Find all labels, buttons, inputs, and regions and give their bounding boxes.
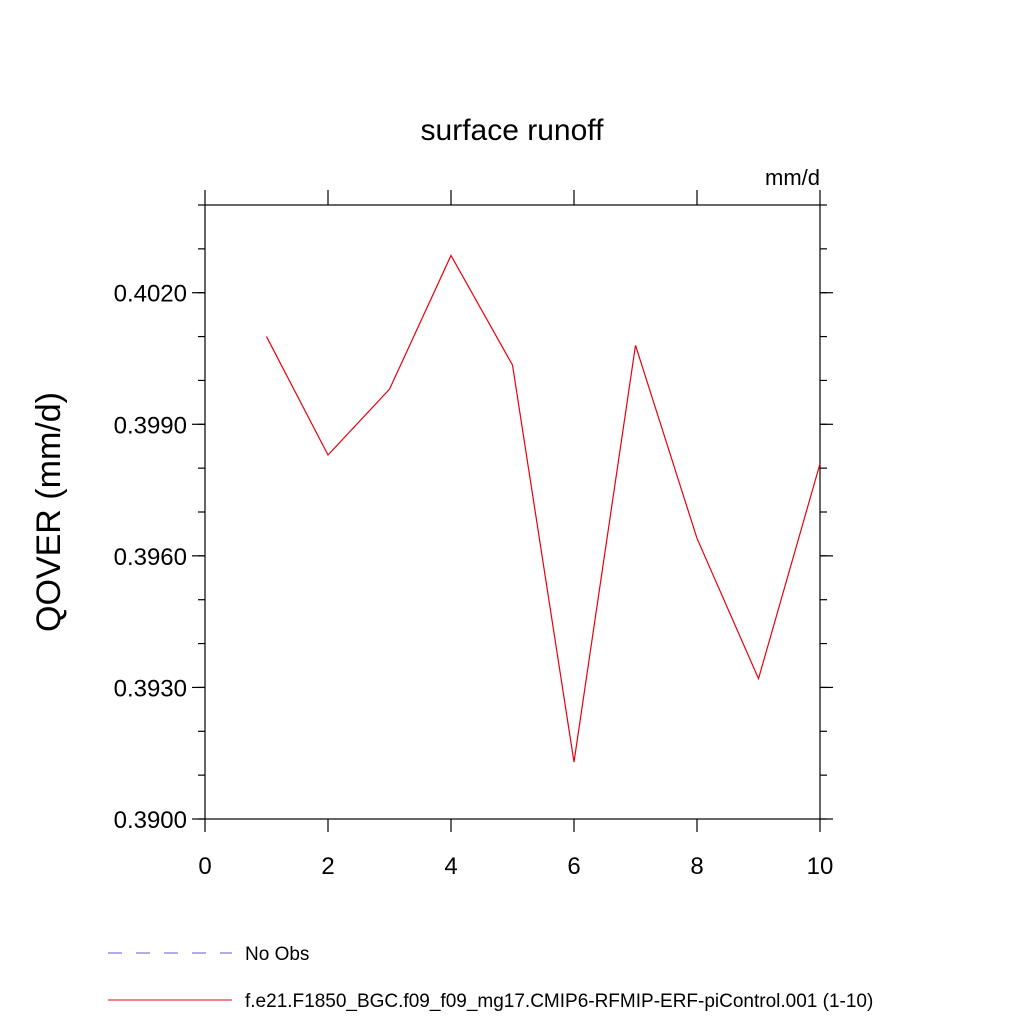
legend: No Obs f.e21.F1850_BGC.f09_f09_mg17.CMIP6…: [108, 944, 873, 1012]
y-tick-label: 0.3900: [114, 807, 187, 834]
units-label: mm/d: [765, 165, 820, 190]
legend-label: No Obs: [245, 944, 309, 965]
y-tick-label: 0.4020: [114, 281, 187, 308]
y-axis-label: QOVER (mm/d): [30, 392, 68, 632]
plot-frame: [204, 204, 821, 820]
x-tick-label: 2: [321, 853, 334, 880]
legend-label: f.e21.F1850_BGC.f09_f09_mg17.CMIP6-RFMIP…: [245, 991, 873, 1012]
chart-title: surface runoff: [421, 114, 605, 147]
x-tick-label: 4: [444, 853, 457, 880]
y-tick-label: 0.3960: [114, 544, 187, 571]
x-tick-label: 0: [198, 853, 211, 880]
x-tick-label: 8: [690, 853, 703, 880]
x-tick-label: 6: [567, 853, 580, 880]
axis-tick-labels: 0 2 4 6 8 10 0.3900 0.3930 0.3960 0.3990 0.4020: [114, 281, 834, 880]
series-lines: [265, 254, 821, 763]
y-tick-label: 0.3990: [114, 412, 187, 439]
axis-ticks: [192, 190, 833, 832]
y-tick-label: 0.3930: [114, 675, 187, 702]
x-tick-label: 10: [807, 853, 834, 880]
series-line: [265, 254, 821, 763]
